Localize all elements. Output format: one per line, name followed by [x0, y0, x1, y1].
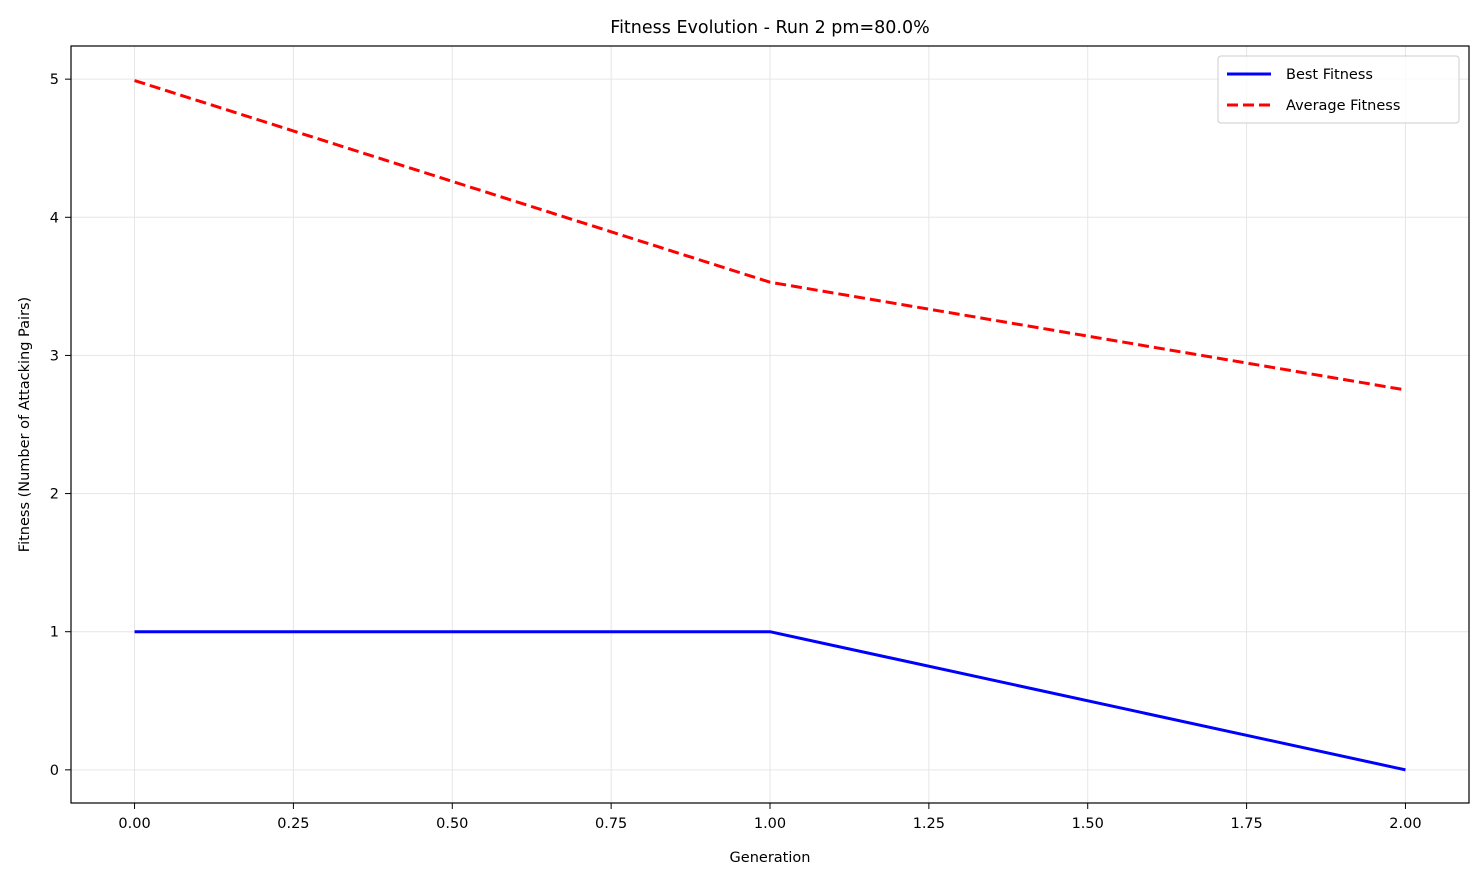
y-tick-label: 3 [50, 348, 59, 364]
y-axis-title: Fitness (Number of Attacking Pairs) [17, 297, 33, 552]
y-tick-label: 1 [50, 625, 59, 641]
legend: Best Fitness Average Fitness [1217, 55, 1460, 124]
x-tick-label: 0.50 [436, 816, 468, 832]
x-tick-label: 0.25 [277, 816, 309, 832]
x-tick-label: 1.00 [754, 816, 786, 832]
y-tick-label: 0 [50, 763, 59, 779]
series-layer [134, 79, 1406, 772]
series-line-best-fitness [134, 630, 1406, 772]
x-axis-title: Generation [730, 850, 811, 866]
y-tick-label: 2 [50, 487, 59, 503]
legend-label: Best Fitness [1286, 67, 1373, 83]
x-tick-label: 1.75 [1230, 816, 1262, 832]
y-tick-label: 4 [50, 210, 59, 226]
x-tick-label: 1.50 [1072, 816, 1104, 832]
x-tick-label: 0.75 [595, 816, 627, 832]
series-line-average-fitness [134, 79, 1406, 392]
x-tick-label: 2.00 [1389, 816, 1421, 832]
legend-label: Average Fitness [1286, 98, 1400, 114]
x-tick-label: 0.00 [118, 816, 150, 832]
legend-box [1217, 55, 1460, 124]
x-tick-label: 1.25 [913, 816, 945, 832]
chart-title: Fitness Evolution - Run 2 pm=80.0% [610, 18, 929, 38]
tick-layer: 0.00 0.25 0.50 0.75 1.00 1.25 1.50 1.75 2.00 0 1 2 3… [50, 72, 1422, 832]
y-tick-label: 5 [50, 72, 59, 88]
